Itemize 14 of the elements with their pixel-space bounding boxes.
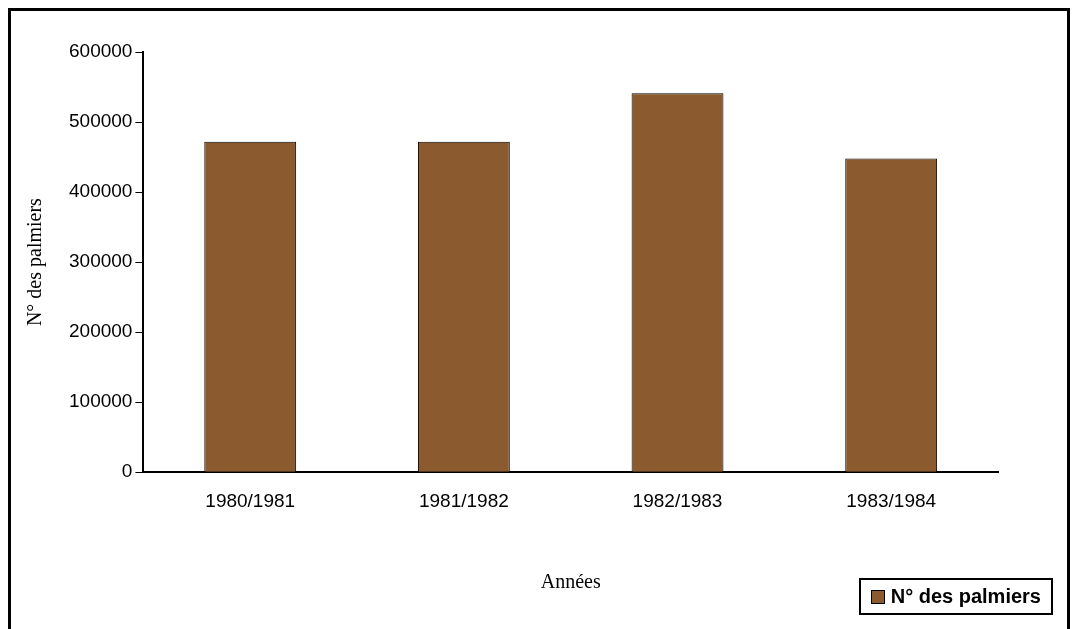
x-tick-label: 1982/1983 [632, 489, 723, 511]
y-tick-label: 0 [121, 460, 133, 482]
x-axis-title: Années [540, 570, 601, 593]
y-tick-label: 300000 [69, 250, 133, 272]
legend-label: N° des palmiers [890, 585, 1041, 608]
x-tick-label: 1980/1981 [205, 489, 296, 511]
x-tick-label: 1981/1982 [418, 489, 509, 511]
y-axis-title: N° des palmiers [23, 197, 47, 327]
y-tick-label: 200000 [69, 320, 133, 342]
x-tick-label: 1983/1984 [846, 489, 937, 511]
y-tick-label: 400000 [69, 180, 133, 202]
y-tick-label: 100000 [69, 390, 133, 412]
y-tick-label: 600000 [69, 40, 133, 62]
y-tick-label: 500000 [69, 110, 133, 132]
